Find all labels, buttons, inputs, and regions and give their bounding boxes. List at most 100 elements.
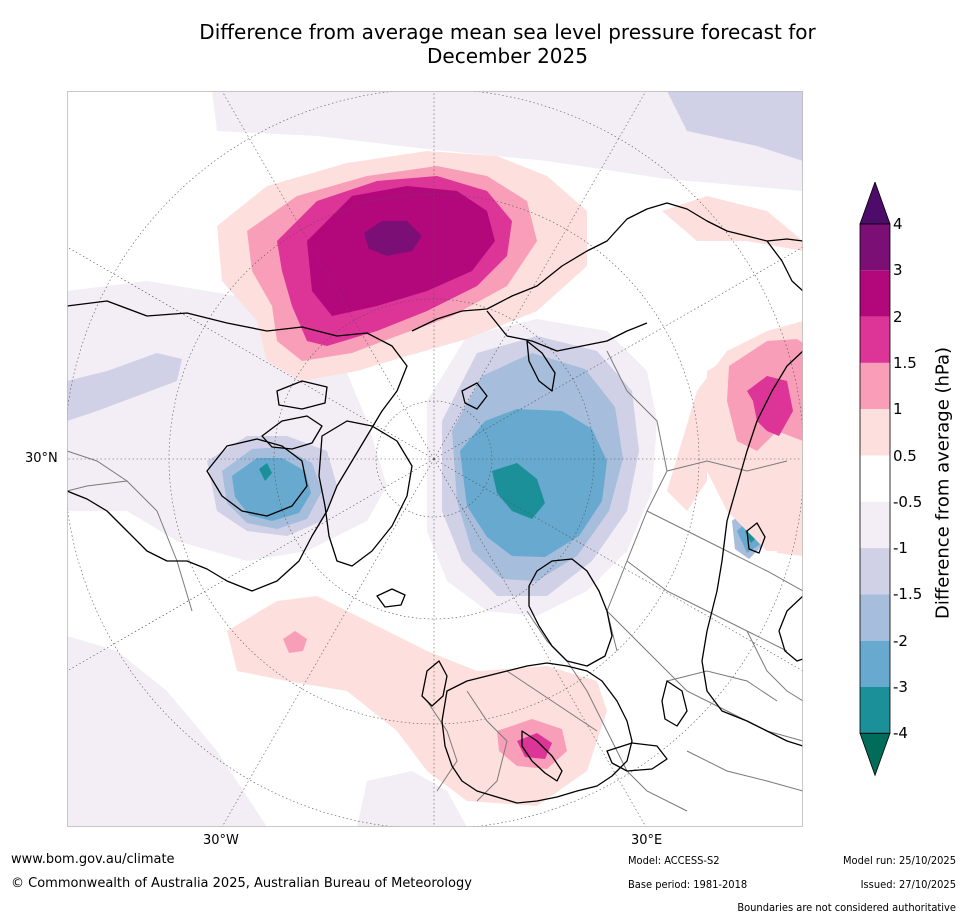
footer-model: Model: ACCESS-S2 bbox=[628, 854, 720, 867]
border bbox=[67, 450, 193, 612]
border bbox=[626, 560, 788, 652]
coastline-east-asia bbox=[701, 350, 803, 747]
border bbox=[466, 690, 508, 802]
map-title: Difference from average mean sea level p… bbox=[100, 20, 915, 68]
legend-tick-label: 2 bbox=[893, 307, 903, 326]
border bbox=[426, 700, 458, 792]
country-borders bbox=[67, 350, 803, 812]
coastline-siberia bbox=[411, 202, 803, 332]
coastline-greenland bbox=[318, 420, 413, 567]
meridian bbox=[221, 458, 435, 827]
title-line-1: Difference from average mean sea level p… bbox=[199, 20, 816, 44]
legend-tick-label: -0.5 bbox=[893, 492, 923, 511]
colorbar-bin bbox=[860, 687, 890, 734]
meridian bbox=[67, 458, 435, 672]
contour-fill bbox=[492, 463, 545, 519]
anomaly-pos-extreme bbox=[364, 221, 422, 256]
legend-colorbar bbox=[859, 182, 891, 777]
coastline-hudson-bay bbox=[206, 438, 308, 517]
colorbar-over-arrow bbox=[859, 182, 891, 225]
legend-label: Difference from average (hPa) bbox=[932, 346, 954, 620]
legend-tick-label: -3 bbox=[893, 678, 908, 696]
colorbar-bin bbox=[860, 594, 890, 641]
colorbar-bin bbox=[860, 640, 890, 687]
colorbar-bin bbox=[860, 501, 890, 549]
latitude-circle bbox=[375, 400, 493, 518]
coastline-caspian bbox=[746, 522, 766, 554]
contour-fill bbox=[67, 353, 182, 421]
colorbar-bin bbox=[860, 270, 890, 317]
coastline-europe bbox=[441, 662, 633, 804]
coastline-iceland bbox=[376, 588, 406, 608]
map-panel[interactable] bbox=[67, 91, 803, 827]
footer-disclaimer: Boundaries are not considered authoritat… bbox=[737, 901, 956, 914]
contour-fill bbox=[232, 458, 311, 521]
meridian bbox=[221, 91, 435, 460]
coastline-black-sea bbox=[606, 742, 668, 772]
contour-fill bbox=[259, 463, 272, 481]
footer-model-run: Model run: 25/10/2025 bbox=[843, 854, 956, 867]
border bbox=[566, 660, 688, 812]
meridian bbox=[433, 246, 803, 460]
legend-tick-label: 1.5 bbox=[893, 353, 917, 372]
map-canvas[interactable] bbox=[67, 91, 803, 827]
coastline-siberia-north bbox=[486, 310, 648, 352]
contour-fill bbox=[667, 91, 803, 161]
meridian bbox=[433, 458, 803, 672]
lon-label-30e: 30°E bbox=[631, 833, 663, 848]
footer-issued: Issued: 27/10/2025 bbox=[860, 878, 956, 891]
colorbar-bin bbox=[860, 409, 890, 456]
legend-tick-label: 0.5 bbox=[893, 446, 917, 465]
coastline-novaya-zemlya bbox=[526, 340, 556, 392]
coastline-svalbard bbox=[461, 382, 488, 410]
footer-base-period: Base period: 1981-2018 bbox=[628, 878, 748, 891]
lat-label-30n: 30°N bbox=[25, 451, 58, 466]
border bbox=[746, 630, 803, 702]
contour-fill bbox=[357, 771, 467, 827]
colorbar-under-arrow bbox=[859, 732, 891, 777]
border bbox=[67, 480, 128, 492]
legend-tick-label: -2 bbox=[893, 631, 908, 650]
contour-fill bbox=[283, 631, 307, 653]
contour-fill bbox=[212, 91, 803, 191]
border bbox=[666, 670, 778, 702]
contour-fill bbox=[662, 196, 803, 511]
coastline-britain bbox=[421, 660, 448, 707]
colorbar-bin bbox=[860, 224, 890, 271]
coastline-arctic-islands bbox=[261, 415, 323, 450]
border bbox=[686, 750, 803, 792]
footer-copyright: © Commonwealth of Australia 2025, Austra… bbox=[11, 876, 472, 891]
border bbox=[606, 610, 803, 742]
colorbar-bin bbox=[860, 455, 890, 502]
coastline-arctic-islands bbox=[276, 380, 328, 410]
colorbar-bin bbox=[860, 316, 890, 363]
graticule bbox=[67, 91, 803, 827]
map-frame bbox=[67, 91, 803, 827]
legend-tick-label: 4 bbox=[893, 215, 903, 233]
legend-tick-label: -1 bbox=[893, 539, 908, 558]
footer-website[interactable]: www.bom.gov.au/climate bbox=[11, 852, 175, 867]
legend-tick-label: 1 bbox=[893, 400, 903, 419]
coastline-caspian-area bbox=[661, 680, 688, 727]
legend-tick-label: 3 bbox=[893, 261, 903, 280]
coastline-italy bbox=[521, 730, 563, 782]
border bbox=[606, 350, 668, 652]
lon-label-30w: 30°W bbox=[203, 833, 239, 848]
border bbox=[646, 510, 803, 592]
legend-tick-label: -4 bbox=[893, 724, 908, 743]
coastline-scandinavia bbox=[528, 558, 613, 667]
border bbox=[666, 460, 788, 472]
contour-fill bbox=[67, 636, 267, 827]
border bbox=[506, 670, 598, 732]
legend-tick-label: -1.5 bbox=[893, 585, 923, 604]
coastline-kamchatka bbox=[766, 240, 803, 292]
contour-fill bbox=[747, 376, 793, 436]
contour-fill bbox=[772, 511, 803, 556]
coastline-alaska-canada bbox=[67, 300, 408, 592]
meridian bbox=[67, 246, 435, 460]
title-line-2: December 2025 bbox=[427, 44, 588, 68]
meridian bbox=[433, 458, 647, 827]
colorbar-bin bbox=[860, 362, 890, 410]
contour-fill bbox=[364, 221, 422, 256]
meridian bbox=[433, 91, 647, 460]
